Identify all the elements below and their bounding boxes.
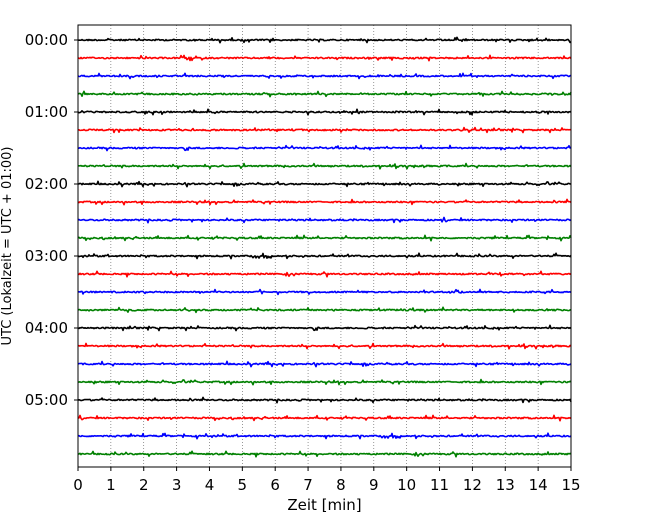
trace-line-0045 [77, 90, 572, 98]
trace-line-0545 [77, 450, 572, 458]
trace-line-0200 [77, 180, 572, 188]
trace-line-0145 [77, 162, 572, 170]
trace-line-0330 [77, 288, 572, 296]
trace-line-0415 [77, 342, 572, 350]
trace-line-0230 [77, 216, 572, 224]
trace-line-0100 [77, 108, 572, 116]
x-tick-label: 13 [496, 476, 515, 494]
x-tick-label: 3 [172, 476, 182, 494]
x-tick-label: 9 [369, 476, 379, 494]
x-tick-label: 12 [463, 476, 482, 494]
x-tick-label: 2 [139, 476, 149, 494]
trace-line-0515 [77, 414, 572, 422]
trace-line-0500 [77, 396, 572, 404]
y-tick-label: 00:00 [25, 31, 68, 49]
x-tick-label: 11 [430, 476, 449, 494]
trace-line-0015 [77, 54, 572, 62]
trace-line-0000 [77, 36, 572, 44]
x-tick-label: 7 [303, 476, 313, 494]
x-tick-label: 0 [73, 476, 83, 494]
trace-line-0030 [77, 72, 572, 80]
trace-line-0345 [77, 306, 572, 314]
x-axis: 0 1 2 3 4 5 6 7 8 9 10 11 12 13 14 15 [73, 467, 581, 494]
trace-line-0245 [77, 234, 572, 242]
x-tick-label: 10 [397, 476, 416, 494]
trace-line-0445 [77, 378, 572, 386]
trace-line-0315 [77, 270, 572, 278]
y-tick-label: 03:00 [25, 247, 68, 265]
x-tick-label: 8 [336, 476, 346, 494]
y-axis: 00:00 01:00 02:00 03:00 04:00 05:00 [25, 31, 78, 409]
trace-line-0300 [77, 252, 572, 260]
y-tick-label: 05:00 [25, 391, 68, 409]
x-tick-label: 5 [238, 476, 248, 494]
y-tick-label: 04:00 [25, 319, 68, 337]
x-axis-label: Zeit [min] [287, 496, 361, 514]
plot-frame [77, 24, 572, 468]
x-tick-label: 1 [106, 476, 116, 494]
trace-line-0130 [77, 144, 572, 152]
x-tick-label: 4 [205, 476, 215, 494]
trace-line-0400 [77, 324, 572, 332]
trace-line-0530 [77, 432, 572, 440]
traces [77, 36, 572, 458]
trace-line-0215 [77, 198, 572, 206]
x-tick-label: 14 [529, 476, 548, 494]
y-axis-label: UTC (Lokalzeit = UTC + 01:00) [0, 147, 15, 346]
trace-line-0430 [77, 360, 572, 368]
x-tick-label: 15 [561, 476, 580, 494]
y-tick-label: 01:00 [25, 103, 68, 121]
y-tick-label: 02:00 [25, 175, 68, 193]
x-tick-label: 6 [270, 476, 280, 494]
trace-line-0115 [77, 126, 572, 134]
